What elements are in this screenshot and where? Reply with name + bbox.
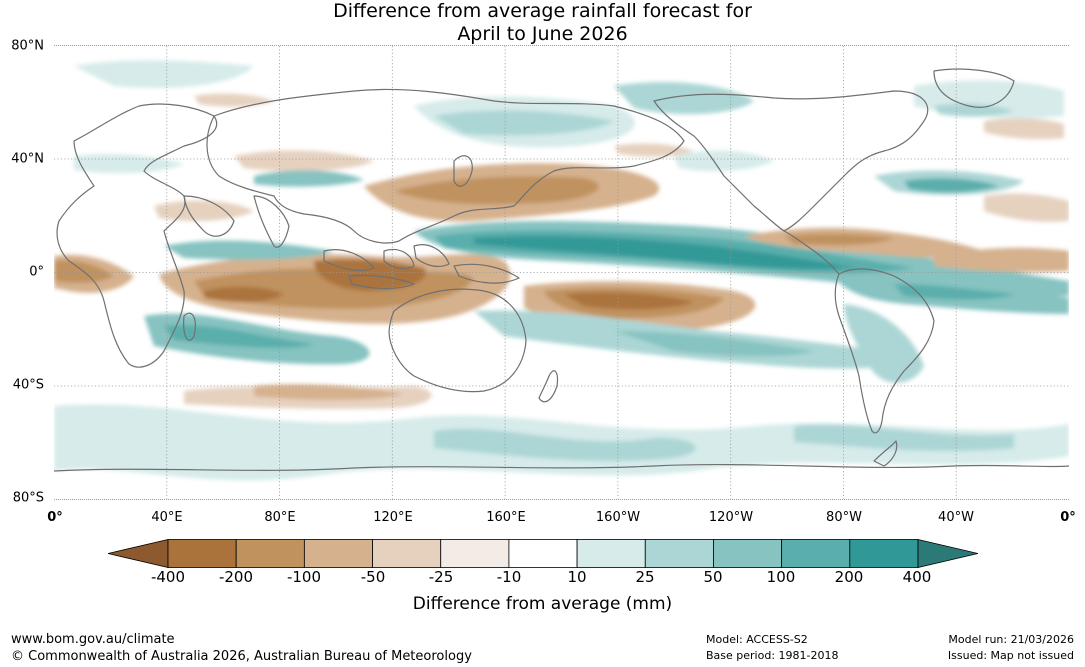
legend-tick: -25 (428, 568, 454, 586)
lon-label-160e: 160°E (486, 510, 526, 525)
legend-bin (372, 539, 442, 568)
legend-tick: 400 (902, 568, 932, 586)
gridlines (54, 46, 1069, 499)
lon-label-80e: 80°E (264, 510, 296, 525)
map-canvas (54, 46, 1069, 499)
legend-bin (440, 539, 510, 568)
legend-tick: 50 (703, 568, 723, 586)
title-line-2: April to June 2026 (457, 23, 628, 45)
footer-model: Model: ACCESS-S2 (706, 633, 808, 646)
legend-tick: 200 (834, 568, 864, 586)
legend-tick: 100 (766, 568, 796, 586)
legend-bin (235, 539, 305, 568)
coastlines (54, 68, 1069, 472)
lat-label-40n: 40°N (11, 151, 44, 167)
rainfall-anomaly-map (54, 45, 1069, 500)
lat-label-80s: 80°S (12, 490, 44, 506)
legend-bin (303, 539, 373, 568)
legend-title: Difference from average (mm) (412, 594, 673, 614)
footer-base-period: Base period: 1981-2018 (706, 649, 839, 662)
lon-label-40e: 40°E (151, 510, 183, 525)
legend-tick: 25 (635, 568, 655, 586)
legend-tick: -10 (496, 568, 522, 586)
legend-tick: -100 (286, 568, 322, 586)
title-line-1: Difference from average rainfall forecas… (333, 0, 752, 22)
footer-model-run: Model run: 21/03/2026 (948, 633, 1074, 646)
legend-bin (849, 539, 919, 568)
legend-tick: -400 (150, 568, 186, 586)
legend-tick: 10 (567, 568, 587, 586)
legend-bin (781, 539, 851, 568)
legend-bin (108, 539, 169, 568)
footer-url: www.bom.gov.au/climate (11, 632, 175, 647)
legend-bin (644, 539, 714, 568)
legend-bin (713, 539, 783, 568)
lat-label-40s: 40°S (12, 377, 44, 393)
footer-copyright: © Commonwealth of Australia 2026, Austra… (11, 649, 472, 664)
lon-label-120w: 120°W (708, 510, 754, 525)
lon-label-40w: 40°W (938, 510, 974, 525)
legend-bin (167, 539, 237, 568)
footer-run-info: Model run: 21/03/2026 Issued: Map not is… (948, 632, 1074, 664)
legend-tick: -200 (218, 568, 254, 586)
legend-tick: -50 (360, 568, 386, 586)
legend-bin (917, 539, 978, 568)
footer-model-info: Model: ACCESS-S2 Base period: 1981-2018 (706, 632, 838, 664)
legend-colorbar (108, 539, 978, 568)
legend-bin (576, 539, 646, 568)
lat-label-equator: 0° (29, 264, 44, 280)
lon-label-0-right: 0° (1060, 510, 1076, 525)
map-title: Difference from average rainfall forecas… (0, 0, 1085, 46)
lon-label-160w: 160°W (595, 510, 641, 525)
lon-label-0-left: 0° (47, 510, 63, 525)
legend-bin (508, 539, 578, 568)
footer-left: www.bom.gov.au/climate © Commonwealth of… (11, 631, 472, 665)
anomaly-shading (54, 60, 1069, 481)
lon-label-80w: 80°W (826, 510, 862, 525)
lon-label-120e: 120°E (373, 510, 413, 525)
footer-issued: Issued: Map not issued (947, 649, 1074, 662)
lat-label-80n: 80°N (11, 38, 44, 54)
